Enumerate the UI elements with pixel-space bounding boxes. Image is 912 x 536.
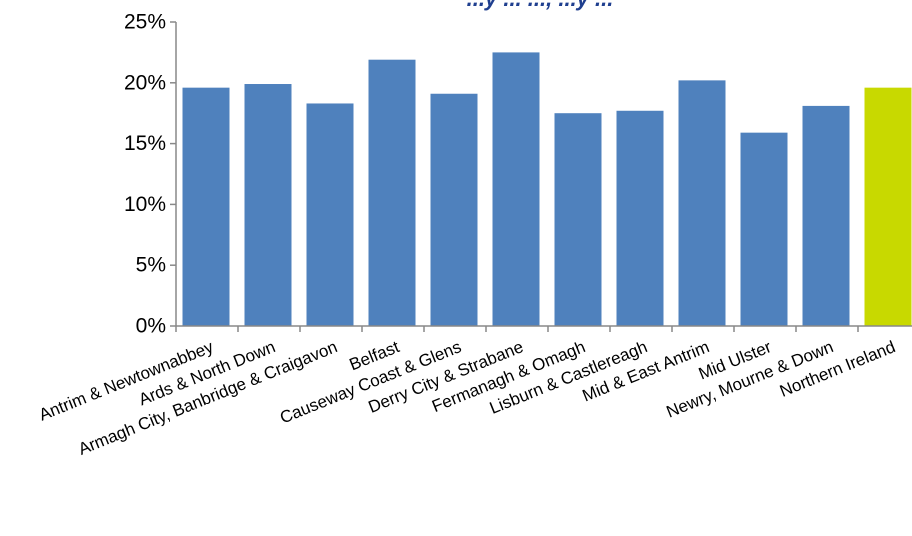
y-tick-label: 25% bbox=[124, 11, 166, 34]
bar-armagh-city-banbridge-craigavon bbox=[306, 103, 354, 326]
y-tick-label: 10% bbox=[124, 193, 166, 216]
bars-group bbox=[182, 52, 912, 327]
bar-northern-ireland bbox=[864, 87, 912, 326]
axes bbox=[175, 22, 912, 332]
y-tick-label: 20% bbox=[124, 71, 166, 94]
bar-derry-city-strabane bbox=[492, 52, 540, 327]
bar-lisburn-castlereagh bbox=[616, 110, 664, 326]
y-axis-ticks: 0% 5% 10% 15% 20% 25% bbox=[124, 11, 176, 338]
bar-belfast bbox=[368, 59, 416, 327]
chart-title: ...y ... ..., ...y ... bbox=[467, 0, 614, 11]
y-tick-label: 15% bbox=[124, 132, 166, 155]
y-tick-label: 5% bbox=[136, 254, 166, 277]
bar-antrim-newtownabbey bbox=[182, 87, 230, 326]
bar-mid-ulster bbox=[740, 132, 788, 326]
bar-newry-mourne-down bbox=[802, 105, 850, 327]
bar-fermanagh-omagh bbox=[554, 113, 602, 326]
y-tick-label: 0% bbox=[136, 315, 166, 338]
bar-mid-east-antrim bbox=[678, 80, 726, 326]
bar-ards-north-down bbox=[244, 84, 292, 327]
bar-causeway-coast-glens bbox=[430, 93, 478, 326]
